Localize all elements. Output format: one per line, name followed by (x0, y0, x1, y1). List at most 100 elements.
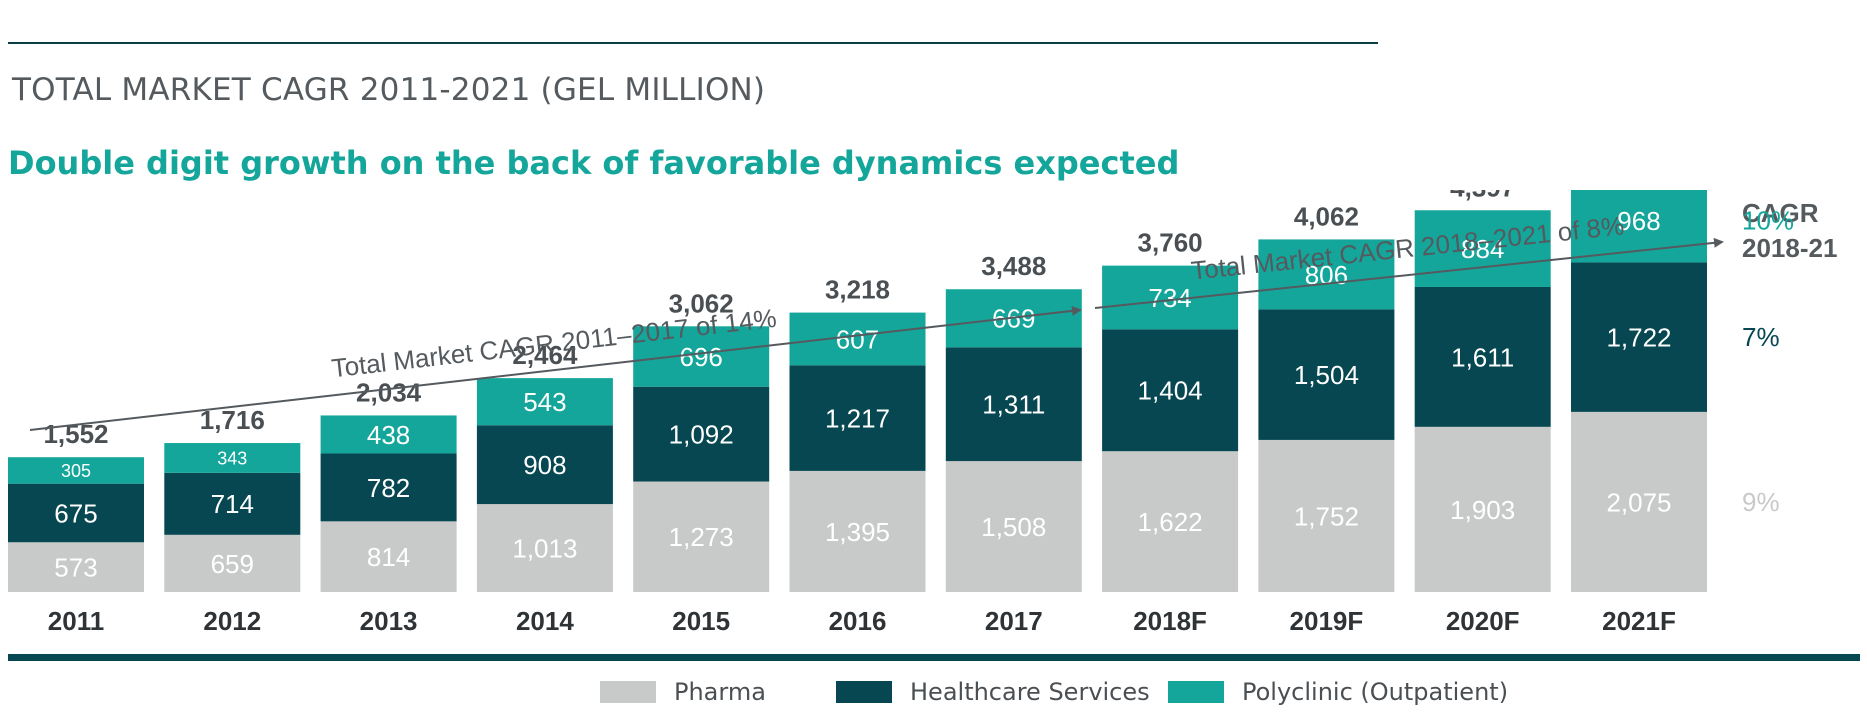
cagr-header-line1: CAGR (1742, 198, 1819, 228)
bar-polyclinic-2013 (320, 415, 457, 454)
bar-healthcare-2021F (1571, 262, 1707, 412)
bar-polyclinic-2012 (164, 443, 301, 473)
bar-polyclinic-2011 (8, 457, 144, 484)
data-label-pharma-2016: 1,395 (825, 517, 890, 547)
data-label-healthcare-2013: 782 (367, 473, 410, 503)
category-label-2019F: 2019F (1290, 606, 1364, 636)
total-label-2018F: 3,760 (1138, 228, 1203, 258)
total-label-2015: 3,062 (669, 288, 734, 318)
data-label-polyclinic-2020F: 884 (1461, 234, 1504, 264)
cagr-value-polyclinic: 10% (1742, 205, 1794, 235)
data-label-healthcare-2014: 908 (523, 450, 566, 480)
bar-healthcare-2011 (8, 483, 144, 543)
total-label-2014: 2,464 (512, 340, 578, 370)
bar-healthcare-2018F (1102, 329, 1239, 452)
data-label-healthcare-2012: 714 (211, 489, 254, 519)
bar-polyclinic-2020F (1414, 210, 1551, 287)
data-label-healthcare-2011: 675 (54, 498, 97, 528)
stacked-bar-chart: 5736753051,55220116597143431,71620128147… (8, 190, 1837, 636)
data-label-pharma-2015: 1,273 (669, 522, 734, 552)
top-rule (8, 42, 1378, 44)
category-label-2013: 2013 (360, 606, 418, 636)
bar-polyclinic-2014 (476, 378, 613, 426)
cagr-header-line2: 2018-21 (1742, 233, 1837, 263)
legend-swatch-polyclinic (1168, 681, 1224, 703)
data-label-healthcare-2015: 1,092 (669, 419, 734, 449)
total-label-2011: 1,552 (43, 419, 108, 449)
bar-pharma-2015 (633, 481, 770, 592)
data-label-pharma-2019F: 1,752 (1294, 501, 1359, 531)
data-label-polyclinic-2012: 343 (217, 448, 247, 468)
bar-pharma-2017 (945, 461, 1082, 592)
legend-label-polyclinic: Polyclinic (Outpatient) (1242, 678, 1509, 706)
page-title: TOTAL MARKET CAGR 2011-2021 (GEL MILLION… (12, 72, 766, 108)
data-label-polyclinic-2014: 543 (523, 387, 566, 417)
category-label-2014: 2014 (516, 606, 574, 636)
data-label-polyclinic-2021F: 968 (1617, 206, 1660, 236)
bar-polyclinic-2018F (1102, 265, 1239, 330)
bar-healthcare-2019F (1258, 309, 1395, 440)
bar-healthcare-2012 (164, 472, 301, 535)
data-label-pharma-2021F: 2,075 (1606, 487, 1671, 517)
total-label-2017: 3,488 (981, 251, 1046, 281)
cagr-value-pharma: 9% (1742, 487, 1780, 517)
data-label-pharma-2017: 1,508 (981, 512, 1046, 542)
bar-pharma-2013 (320, 521, 457, 592)
legend-item-healthcare-services: Healthcare Services (836, 674, 1150, 710)
category-label-2021F: 2021F (1602, 606, 1676, 636)
cagr-annotation-2011-2017-arrow (29, 305, 1082, 431)
bar-pharma-2021F (1571, 411, 1707, 592)
category-label-2018F: 2018F (1133, 606, 1207, 636)
data-label-healthcare-2018F: 1,404 (1138, 376, 1203, 406)
bar-pharma-2016 (789, 470, 926, 592)
bar-pharma-2020F (1414, 426, 1551, 592)
data-label-healthcare-2021F: 1,722 (1606, 323, 1671, 353)
data-label-pharma-2011: 573 (54, 552, 97, 582)
category-label-2020F: 2020F (1446, 606, 1520, 636)
data-label-pharma-2013: 814 (367, 542, 410, 572)
data-label-polyclinic-2015: 696 (680, 342, 723, 372)
bar-healthcare-2015 (633, 386, 770, 482)
page-subtitle: Double digit growth on the back of favor… (8, 144, 1180, 182)
legend-label-healthcare-services: Healthcare Services (910, 678, 1150, 706)
category-label-2011: 2011 (48, 606, 104, 636)
category-label-2016: 2016 (829, 606, 887, 636)
data-label-polyclinic-2011: 305 (61, 461, 91, 481)
data-label-pharma-2014: 1,013 (512, 533, 577, 563)
bar-polyclinic-2019F (1258, 239, 1395, 310)
data-label-pharma-2018F: 1,622 (1138, 507, 1203, 537)
total-label-2019F: 4,062 (1294, 201, 1359, 231)
bar-polyclinic-2015 (633, 326, 770, 387)
bar-pharma-2012 (164, 534, 301, 592)
data-label-pharma-2012: 659 (211, 549, 254, 579)
category-label-2012: 2012 (203, 606, 261, 636)
bar-healthcare-2013 (320, 453, 457, 522)
data-label-polyclinic-2016: 607 (836, 324, 879, 354)
bar-healthcare-2017 (945, 347, 1082, 462)
bar-pharma-2011 (8, 542, 144, 592)
bottom-rule (8, 654, 1860, 661)
legend-item-pharma: Pharma (600, 674, 766, 710)
bar-pharma-2019F (1258, 439, 1395, 592)
bar-polyclinic-2016 (789, 312, 926, 366)
legend-swatch-pharma (600, 681, 656, 703)
data-label-healthcare-2019F: 1,504 (1294, 360, 1359, 390)
data-label-healthcare-2016: 1,217 (825, 403, 890, 433)
category-label-2015: 2015 (672, 606, 730, 636)
legend-label-pharma: Pharma (674, 678, 766, 706)
cagr-annotation-2018-2021-arrow (1094, 237, 1724, 309)
bar-pharma-2014 (476, 504, 613, 592)
bar-healthcare-2014 (476, 425, 613, 505)
cagr-value-healthcare: 7% (1742, 322, 1780, 352)
bar-healthcare-2020F (1414, 286, 1551, 427)
legend-swatch-healthcare-services (836, 681, 892, 703)
legend-item-polyclinic: Polyclinic (Outpatient) (1168, 674, 1508, 710)
total-label-2016: 3,218 (825, 275, 890, 305)
category-label-2017: 2017 (985, 606, 1043, 636)
total-label-2020F: 4,397 (1450, 190, 1515, 202)
data-label-polyclinic-2013: 438 (367, 420, 410, 450)
bar-healthcare-2016 (789, 365, 926, 471)
data-label-healthcare-2017: 1,311 (982, 390, 1045, 420)
data-label-pharma-2020F: 1,903 (1450, 495, 1515, 525)
data-label-healthcare-2020F: 1,611 (1451, 342, 1514, 372)
